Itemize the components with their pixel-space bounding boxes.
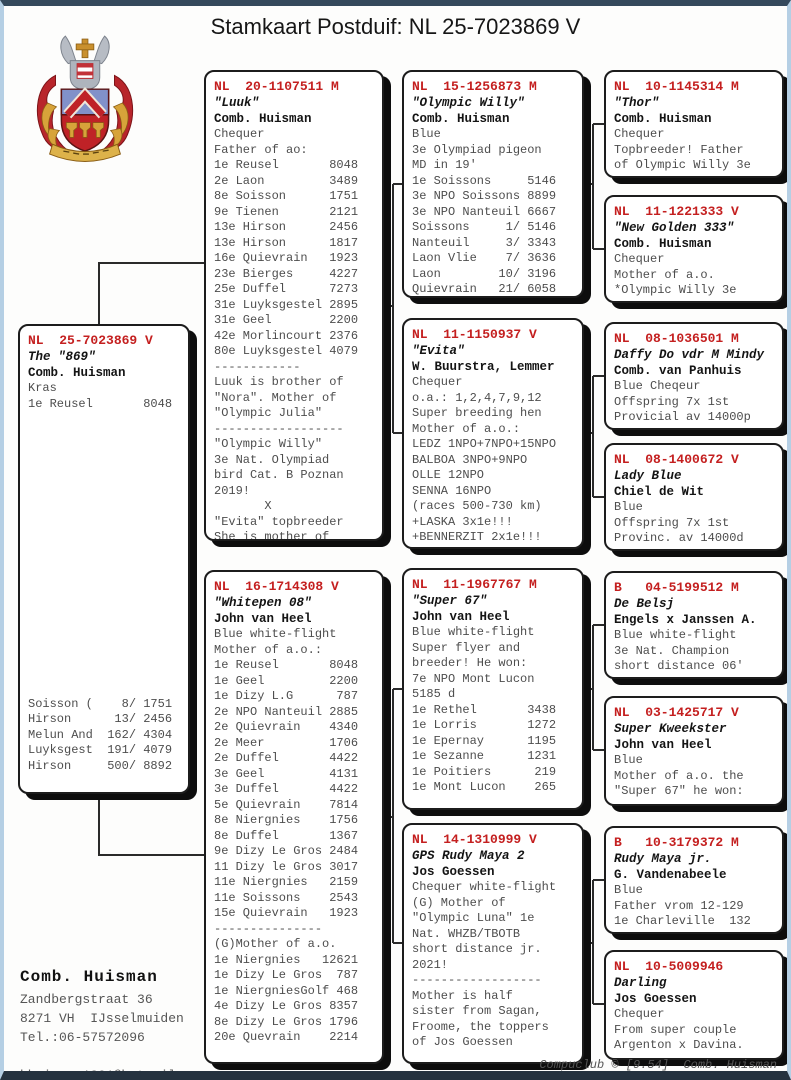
breeder-name: Comb. van Panhuis [614,364,742,378]
pigeon-details: Chequer Mother of a.o. *Olympic Willy 3e [614,252,737,297]
ring-number: NL 11-1150937 V [412,327,537,342]
ring-number: NL 08-1400672 V [614,452,739,467]
breeder-name: Comb. Huisman [614,237,712,251]
ring-number: NL 14-1310999 V [412,832,537,847]
pigeon-details: Chequer white-flight (G) Mother of "Olym… [412,880,557,1049]
pedigree-box-ggp-2: NL 11-1221333 V "New Golden 333" Comb. H… [604,195,784,303]
pedigree-box-ggp-5: B 04-5199512 M De Belsj Engels x Janssen… [604,571,784,679]
pigeon-details: Chequer Father of ao: 1e Reusel 8048 2e … [214,127,359,541]
pigeon-name: "Thor" [614,96,660,110]
pedigree-box-ggp-1: NL 10-1145314 M "Thor" Comb. Huisman Che… [604,70,784,178]
owner-address: Zandbergstraat 36 8271 VH IJsselmuiden T… [20,992,208,1080]
pedigree-box-father: NL 20-1107511 M "Luuk" Comb. Huisman Che… [204,70,384,541]
breeder-name: Comb. Huisman [614,112,712,126]
ring-number: NL 10-5009946 [614,959,724,974]
breeder-name: Chiel de Wit [614,485,705,499]
pigeon-results: Soisson ( 8/ 1751 Hirson 13/ 2456 Melun … [28,696,173,773]
pigeon-name: De Belsj [614,597,675,611]
pigeon-name: "New Golden 333" [614,221,735,235]
pigeon-details: Chequer o.a.: 1,2,4,7,9,12 Super breedin… [412,375,557,544]
pigeon-details: Blue Father vrom 12-129 1e Charleville 1… [614,883,751,928]
breeder-name: G. Vandenabeele [614,868,727,882]
ring-number: B 10-3179372 M [614,835,739,850]
breeder-name: John van Heel [214,612,312,626]
ring-number: NL 15-1256873 M [412,79,537,94]
pigeon-details: Blue Offspring 7x 1st Provinc. av 14000d [614,500,744,545]
pigeon-name: Darling [614,976,667,990]
breeder-name: John van Heel [412,610,510,624]
pigeon-info: Kras 1e Reusel 8048 [28,381,173,411]
ring-number: NL 11-1967767 M [412,577,537,592]
ring-number: B 04-5199512 M [614,580,739,595]
pedigree-box-ggp-4: NL 08-1400672 V Lady Blue Chiel de Wit B… [604,443,784,551]
pigeon-details: Blue Cheqeur Offspring 7x 1st Provicial … [614,379,751,424]
breeder-name: Comb. Huisman [412,112,510,126]
ring-number: NL 25-7023869 V [28,333,153,348]
ring-number: NL 16-1714308 V [214,579,339,594]
ring-number: NL 08-1036501 M [614,331,739,346]
ring-number: NL 03-1425717 V [614,705,739,720]
breeder-name: W. Buurstra, Lemmer [412,360,555,374]
pigeon-name: "Whitepen 08" [214,596,312,610]
pigeon-details: Blue white-flight Super flyer and breede… [412,625,557,794]
pedigree-box-grandmother-maternal: NL 14-1310999 V GPS Rudy Maya 2 Jos Goes… [402,823,584,1064]
pigeon-name: GPS Rudy Maya 2 [412,849,525,863]
pedigree-box-subject: NL 25-7023869 V The "869" Comb. Huisman … [18,324,190,794]
breeder-name: John van Heel [614,738,712,752]
page-title: Stamkaart Postduif: NL 25-7023869 V [210,14,581,39]
pigeon-name: "Luuk" [214,96,260,110]
pedigree-box-grandfather-paternal: NL 15-1256873 M "Olympic Willy" Comb. Hu… [402,70,584,298]
pigeon-name: Daffy Do vdr M Mindy [614,348,765,362]
pigeon-name: Super Kweekster [614,722,727,736]
pigeon-name: "Super 67" [412,594,488,608]
owner-name: Comb. Huisman [20,968,158,986]
ring-number: NL 10-1145314 M [614,79,739,94]
pedigree-box-grandmother-paternal: NL 11-1150937 V "Evita" W. Buurstra, Lem… [402,318,584,549]
breeder-name: Jos Goessen [412,865,495,879]
breeder-name: Jos Goessen [614,992,697,1006]
pigeon-details: Blue white-flight 3e Nat. Champion short… [614,628,744,673]
breeder-name: Comb. Huisman [214,112,312,126]
pedigree-box-ggp-8: NL 10-5009946 Darling Jos Goessen Cheque… [604,950,784,1060]
pigeon-details: Chequer Topbreeder! Father of Olympic Wi… [614,127,751,172]
pedigree-box-ggp-6: NL 03-1425717 V Super Kweekster John van… [604,696,784,806]
pigeon-name: The "869" [28,350,96,364]
pigeon-details: Blue Mother of a.o. the "Super 67" he wo… [614,753,744,798]
pigeon-details: Blue white-flight Mother of a.o.: 1e Reu… [214,627,359,1044]
pigeon-name: "Evita" [412,344,465,358]
pigeon-name: Rudy Maya jr. [614,852,712,866]
pedigree-box-grandfather-maternal: NL 11-1967767 M "Super 67" John van Heel… [402,568,584,810]
pedigree-box-ggp-7: B 10-3179372 M Rudy Maya jr. G. Vandenab… [604,826,784,934]
ring-number: NL 20-1107511 M [214,79,339,94]
breeder-name: Comb. Huisman [28,366,126,380]
owner-contact-block: Comb. Huisman Zandbergstraat 36 8271 VH … [20,966,208,1080]
ring-number: NL 11-1221333 V [614,204,739,219]
pedigree-box-ggp-3: NL 08-1036501 M Daffy Do vdr M Mindy Com… [604,322,784,430]
pigeon-name: "Olympic Willy" [412,96,525,110]
breeder-name: Engels x Janssen A. [614,613,757,627]
footer-credit: Compuclub © [9.54] Comb. Huisman [539,1058,777,1072]
pigeon-details: Chequer From super couple Argenton x Dav… [614,1007,744,1052]
pedigree-box-mother: NL 16-1714308 V "Whitepen 08" John van H… [204,570,384,1064]
pigeon-name: Lady Blue [614,469,682,483]
coat-of-arms-icon [26,34,144,171]
pigeon-details: Blue 3e Olympiad pigeon MD in 19' 1e Soi… [412,127,557,296]
